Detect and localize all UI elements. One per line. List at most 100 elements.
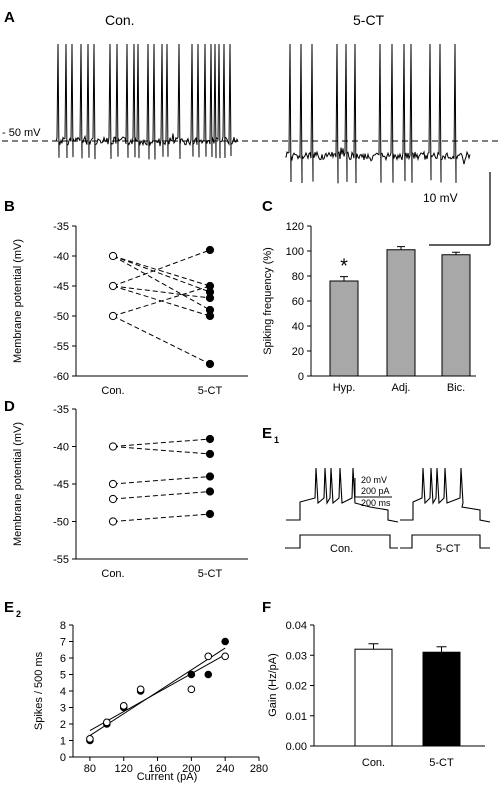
e1-trace-5ct — [400, 467, 491, 523]
panelD-point-5ct — [205, 434, 215, 444]
panelD-ytick-label: -45 — [53, 479, 69, 491]
panel-c-significance-mark: * — [340, 256, 348, 278]
panelB-ytick-label: -60 — [53, 371, 69, 383]
panel-e2-point-filled — [221, 637, 229, 646]
panel-c-ytick-label: 100 — [286, 246, 304, 258]
panelD-pair-line — [112, 513, 211, 522]
panelD-point-con — [108, 442, 118, 451]
panel-e2-ytick-label: 7 — [60, 637, 66, 649]
panel-b-chart: Membrane potential (mV) -35 -40 -45 -50 -55 -… — [12, 221, 248, 397]
panelD-xtick-label: 5-CT — [198, 568, 223, 580]
panelB-ytick-label: -40 — [53, 251, 69, 263]
panelD-point-con — [108, 517, 118, 526]
panel-label-d: D — [4, 398, 15, 415]
e1-trace-con — [286, 467, 399, 523]
panelB-pair-line — [112, 249, 211, 287]
panel-e2-point-open — [103, 718, 111, 727]
panelB-point-5ct — [205, 359, 215, 369]
panel-e2-xtick-label: 120 — [115, 763, 133, 775]
trace-con-label: Con. — [105, 12, 135, 28]
panelD-point-5ct — [205, 509, 215, 519]
panel-f-bar — [354, 648, 393, 747]
panel-c-xtick-label: Hyp. — [333, 382, 356, 394]
panelB-point-con — [108, 251, 118, 261]
trace-con — [55, 43, 239, 160]
panelB-xtick-label: Con. — [101, 385, 124, 397]
panel-e2-point-open — [204, 652, 213, 661]
panel-d-y-label: Membrane potential (mV) — [12, 422, 24, 546]
panel-f-chart: Gain (Hz/pA) 0.00 0.01 0.02 0.03 0.04 Con. 5-C… — [267, 620, 485, 769]
panelB-point-con — [108, 311, 118, 321]
panelD-ytick-label: -50 — [53, 517, 69, 529]
scale-mv-label: 10 mV — [423, 191, 458, 205]
panelB-ytick-label: -35 — [53, 221, 69, 233]
panel-label-a: A — [4, 9, 15, 26]
panel-c-bar — [386, 249, 416, 377]
trace-5ct-label: 5-CT — [353, 12, 385, 28]
panelB-point-con — [108, 281, 118, 291]
panel-e2-point-open — [86, 735, 94, 743]
panel-e2-ytick-label: 4 — [60, 686, 66, 698]
panel-f-ytick-label: 0.02 — [286, 681, 307, 693]
panel-e2-y-label: Spikes / 500 ms — [33, 651, 45, 730]
panel-e2-point-open — [187, 685, 196, 694]
panel-label-e2: E — [4, 599, 14, 616]
panel-e2-xtick-label: 280 — [250, 763, 268, 775]
panel-c-ytick-label: 120 — [286, 221, 304, 233]
panel-f-bar — [422, 651, 461, 747]
panel-f-ytick-label: 0.00 — [286, 741, 307, 753]
panel-e2-ytick-label: 5 — [60, 670, 66, 682]
panel-label-f: F — [262, 599, 271, 616]
panelD-xtick-label: Con. — [101, 568, 124, 580]
panelD-pair-line — [112, 476, 211, 485]
panelD-pair-line — [112, 491, 211, 500]
panel-f-y-label: Gain (Hz/pA) — [267, 653, 279, 717]
panel-e2-point-open — [119, 702, 128, 710]
panelB-point-5ct — [205, 293, 215, 303]
panel-c-bar — [441, 254, 471, 377]
panelD-ytick-label: -35 — [53, 404, 69, 416]
e1-step-con — [285, 534, 398, 549]
panel-e2-chart: Spikes / 500 ms Current (pA) 0 1 2 3 4 5 6 7 8 80… — [33, 620, 268, 783]
panelB-ytick-label: -45 — [53, 281, 69, 293]
panel-c-ytick-label: 20 — [292, 346, 304, 358]
panelB-pair-line — [112, 255, 211, 293]
panel-c-xtick-label: Bic. — [447, 382, 465, 394]
e1-step-5ct — [400, 534, 490, 549]
panel-e2-ytick-label: 6 — [60, 653, 66, 665]
panelD-point-5ct — [205, 487, 215, 496]
e1-scale-pa: 200 pA — [361, 486, 390, 496]
panel-e2-point-filled — [187, 670, 196, 679]
panelB-pair-line — [112, 285, 211, 299]
panelB-pair-line — [112, 255, 211, 311]
panelB-ytick-label: -50 — [53, 311, 69, 323]
panel-c-xtick-label: Adj. — [392, 382, 411, 394]
e1-5ct-label: 5-CT — [436, 543, 461, 555]
panelD-ytick-label: -40 — [53, 442, 69, 454]
panel-c-ytick-label: 0 — [298, 371, 304, 383]
e1-con-label: Con. — [330, 543, 353, 555]
panel-c-bar — [329, 280, 359, 377]
panel-label-b: B — [4, 198, 15, 215]
panelD-ytick-label: -55 — [53, 554, 69, 566]
baseline-label: - 50 mV — [2, 127, 41, 139]
panelB-ytick-label: -55 — [53, 341, 69, 353]
panelB-pair-line — [112, 315, 211, 365]
panel-f-xtick-label: Con. — [362, 757, 385, 769]
panel-label-e2-sub: 2 — [16, 609, 21, 619]
panel-label-c: C — [262, 198, 273, 215]
panel-e2-point-open — [221, 652, 229, 661]
panel-c-ytick-label: 60 — [292, 296, 304, 308]
panel-b-y-label: Membrane potential (mV) — [12, 239, 24, 363]
panel-e2-xtick-label: 240 — [216, 763, 234, 775]
panel-f-ytick-label: 0.04 — [286, 620, 307, 632]
panel-e2-ytick-label: 1 — [60, 736, 66, 748]
panel-e2-xtick-label: 160 — [148, 763, 166, 775]
panel-e2-xtick-label: 200 — [182, 763, 200, 775]
panel-e2-point-filled — [204, 670, 213, 679]
panelD-point-5ct — [205, 472, 215, 481]
e1-scale-mv: 20 mV — [361, 475, 387, 485]
panelB-xtick-label: 5-CT — [198, 385, 223, 397]
panelB-pair-line — [112, 255, 211, 287]
